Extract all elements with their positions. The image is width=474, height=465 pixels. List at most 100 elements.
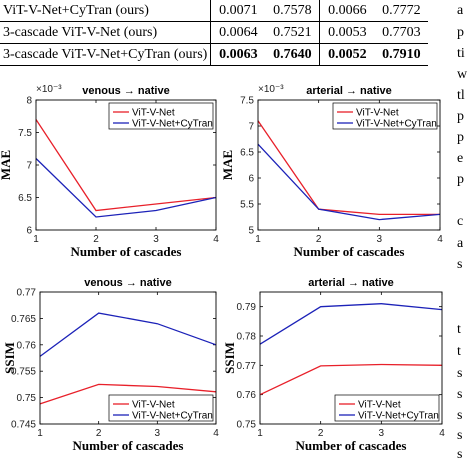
y-tick-label: 0.79 [237, 302, 257, 313]
value-cell: 0.0071 [210, 0, 266, 22]
value-cell: 0.7578 [265, 0, 320, 22]
side-text-fragment: w [457, 67, 468, 82]
value-cell: 0.0066 [319, 0, 375, 22]
x-tick-label: 2 [93, 234, 99, 245]
x-axis-label: Number of cascades [296, 438, 407, 453]
series-line-vit-v-net-cytran [35, 158, 217, 218]
y-tick-label: 7 [26, 161, 32, 172]
legend-label: ViT-V-Net+CyTran [132, 411, 213, 422]
chart-title: venous → native [84, 277, 171, 289]
x-tick-label: 1 [33, 234, 39, 245]
y-tick-label: 6.5 [18, 193, 32, 204]
method-cell: 3-cascade ViT-V-Net+CyTran (ours) [0, 43, 211, 66]
chart-title: venous → native [82, 85, 169, 97]
y-tick-label: 6 [26, 226, 32, 237]
chart-title: arterial → native [308, 277, 394, 289]
method-cell: ViT-V-Net+CyTran (ours) [0, 0, 211, 22]
value-cell: 0.7640 [265, 43, 320, 66]
value-cell: 0.7521 [265, 21, 320, 44]
chart-venous-mae: venous → native ×10⁻³ 6 6.5 7 7.5 8 1 2 3 4 Number … [0, 84, 219, 259]
y-tick-label: 0.78 [237, 332, 257, 343]
x-tick-label: 3 [379, 428, 385, 439]
side-text-fragment: s [457, 447, 463, 462]
x-tick-label: 4 [437, 234, 443, 245]
y-axis-label: MAE [0, 150, 13, 180]
side-text-fragment: p [457, 172, 464, 187]
y-tick-label: 6.5 [240, 148, 254, 159]
chart-title: arterial → native [306, 85, 392, 97]
x-tick-label: 2 [316, 234, 322, 245]
series-line-vit-v-net [257, 120, 440, 216]
plot-frame [257, 99, 441, 231]
y-axis-label: SSIM [222, 342, 237, 374]
legend-label: ViT-V-Net [358, 400, 401, 411]
legend-label: ViT-V-Net [132, 400, 175, 411]
value-cell: 0.7703 [374, 21, 429, 44]
y-axis-label: MAE [220, 150, 235, 180]
y-tick-label: 0.77 [17, 288, 37, 299]
axis-exponent: ×10⁻³ [36, 84, 62, 95]
side-text-fragment: s [457, 408, 463, 423]
table-row: ViT-V-Net+CyTran (ours) 0.0071 0.7578 0.… [0, 0, 429, 22]
side-text-fragment: t [457, 344, 461, 359]
chart-arterial-ssim: arterial → native 0.75 0.76 0.77 0.78 0.79 1 2 3… [222, 277, 445, 453]
chart-venous-ssim: venous → native 0.745 0.75 0.755 0.76 0.765 0.… [2, 277, 219, 453]
y-tick-label: 5 [248, 226, 254, 237]
x-tick-label: 4 [213, 428, 219, 439]
side-text-fragment: s [457, 387, 463, 402]
side-text-fragment: a [457, 236, 464, 251]
side-text-fragment: ti [457, 46, 465, 61]
method-cell: 3-cascade ViT-V-Net (ours) [0, 21, 211, 44]
side-text-fragment: t [457, 322, 461, 337]
y-tick-label: 0.75 [237, 420, 257, 431]
plot-frame [39, 291, 217, 425]
x-axis-label: Number of cascades [73, 438, 184, 453]
series-line-vit-v-net [39, 383, 217, 405]
y-tick-label: 0.75 [17, 393, 37, 404]
x-tick-label: 1 [37, 428, 43, 439]
y-tick-label: 0.77 [237, 361, 257, 372]
series-line-vit-v-net [259, 363, 443, 396]
value-cell: 0.7910 [374, 43, 429, 66]
legend-label: ViT-V-Net+CyTran [132, 119, 213, 130]
side-text-fragment: s [457, 257, 463, 272]
side-text-fragment: c [457, 214, 464, 229]
series-line-vit-v-net [35, 119, 217, 212]
value-cell: 0.0052 [319, 43, 375, 66]
chart-arterial-mae: arterial → native ×10⁻³ 5 5.5 6 6.5 7 7.5 1 2 3 4 Nu… [220, 84, 443, 259]
y-tick-label: 0.745 [11, 420, 36, 431]
x-tick-label: 1 [255, 234, 261, 245]
side-text-fragment: p [457, 130, 464, 145]
y-tick-label: 8 [26, 96, 32, 107]
y-axis-label: SSIM [2, 342, 17, 374]
results-table: ViT-V-Net+CyTran (ours) 0.0071 0.7578 0.… [0, 0, 429, 66]
legend-box [108, 394, 214, 422]
x-tick-label: 2 [318, 428, 324, 439]
legend-label: ViT-V-Net+CyTran [358, 411, 439, 422]
table-row: 3-cascade ViT-V-Net (ours) 0.0064 0.7521… [0, 21, 429, 44]
legend-label: ViT-V-Net [132, 108, 175, 119]
legend-label: ViT-V-Net+CyTran [356, 119, 437, 130]
x-tick-label: 3 [377, 234, 383, 245]
y-tick-label: 7 [248, 122, 254, 133]
side-text-fragment: p [457, 109, 464, 124]
plot-frame [259, 291, 443, 425]
legend-box [332, 102, 438, 130]
legend-label: ViT-V-Net [356, 108, 399, 119]
value-cell: 0.0063 [210, 43, 266, 66]
legend-box [108, 102, 214, 130]
x-axis-label: Number of cascades [71, 244, 182, 259]
series-line-vit-v-net-cytran [259, 303, 443, 345]
x-tick-label: 4 [213, 234, 219, 245]
plot-frame [35, 99, 217, 231]
x-tick-label: 3 [155, 428, 161, 439]
side-text-fragment: s [457, 366, 463, 381]
y-tick-label: 0.755 [11, 367, 36, 378]
y-tick-label: 0.765 [11, 314, 36, 325]
legend-box [334, 394, 440, 422]
y-tick-label: 7.5 [18, 128, 32, 139]
side-text-fragment: tl [457, 88, 465, 103]
